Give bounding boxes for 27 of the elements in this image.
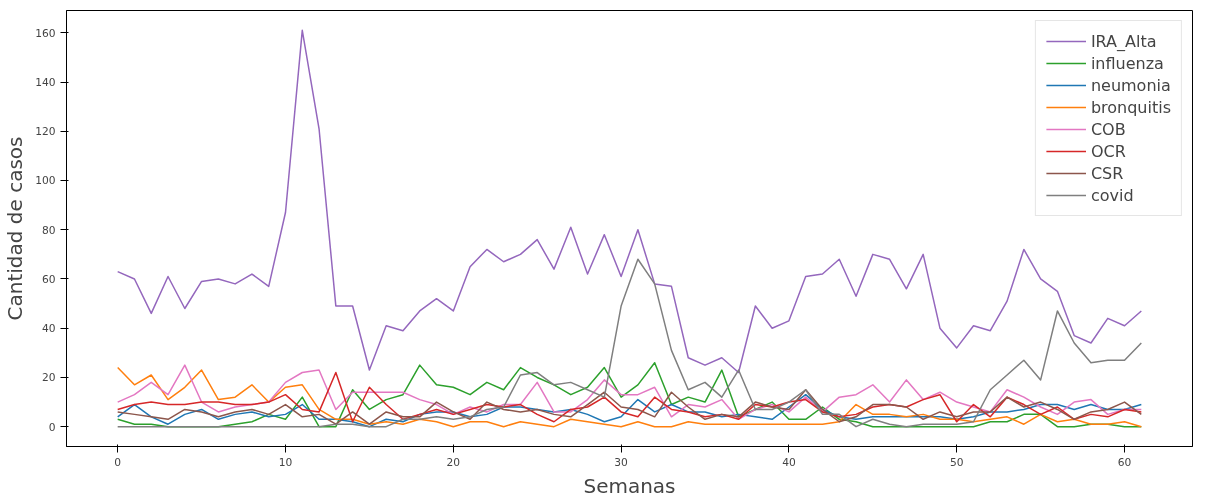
y-tick-label: 60: [41, 272, 56, 286]
legend-label: COB: [1090, 119, 1126, 139]
legend-label: IRA_Alta: [1090, 31, 1157, 51]
x-tick-label: 50: [949, 455, 964, 469]
legend-label: CSR: [1090, 163, 1124, 183]
x-axis-title: Semanas: [583, 473, 676, 498]
line-series: [116, 258, 1143, 428]
x-tick-label: 10: [278, 455, 293, 469]
y-tick-label: 160: [35, 26, 56, 40]
y-tick-label: 140: [35, 76, 56, 90]
legend-label: covid: [1090, 185, 1134, 205]
y-axis-title: Cantidad de casos: [3, 136, 28, 321]
y-tick-label: 100: [35, 174, 56, 188]
legend-label: OCR: [1090, 141, 1126, 161]
x-tick-label: 30: [614, 455, 629, 469]
y-tick-label: 80: [41, 223, 56, 237]
y-tick-label: 0: [48, 420, 56, 434]
legend-label: influenza: [1090, 53, 1164, 73]
y-tick-label: 120: [35, 125, 56, 139]
y-tick-label: 20: [41, 371, 56, 385]
x-tick-label: 0: [114, 455, 122, 469]
legend-label: neumonia: [1090, 75, 1171, 95]
y-tick-label: 40: [41, 322, 56, 336]
x-tick-label: 20: [446, 455, 461, 469]
x-tick-label: 60: [1117, 455, 1132, 469]
legend-label: bronquitis: [1090, 97, 1171, 117]
x-tick-label: 40: [782, 455, 796, 469]
